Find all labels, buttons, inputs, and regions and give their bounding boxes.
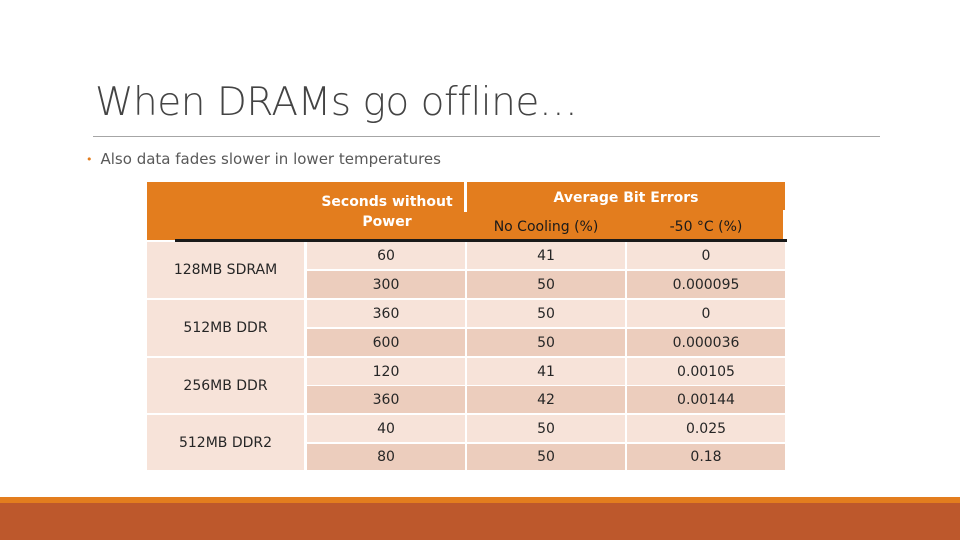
cell-cooled: 0 xyxy=(627,242,785,269)
cell-seconds: 40 xyxy=(307,415,465,442)
cell-cooled: 0.18 xyxy=(627,444,785,470)
cell-cooled: 0.000095 xyxy=(627,271,785,298)
cell-no-cooling: 50 xyxy=(467,415,625,442)
cell-no-cooling: 50 xyxy=(467,271,625,298)
footer-accent-strip xyxy=(0,497,960,503)
dram-table: Seconds without Power Average Bit Errors… xyxy=(147,182,787,470)
footer-bar xyxy=(0,503,960,540)
slide-title: When DRAMs go offline… xyxy=(95,80,578,125)
title-divider xyxy=(93,136,880,137)
cell-no-cooling: 41 xyxy=(467,242,625,269)
group-label: 256MB DDR xyxy=(147,358,304,413)
header-divider xyxy=(464,182,467,212)
cell-no-cooling: 42 xyxy=(467,386,625,413)
cell-cooled: 0 xyxy=(627,300,785,327)
bullet-text: Also data fades slower in lower temperat… xyxy=(100,150,441,168)
cell-no-cooling: 41 xyxy=(467,358,625,385)
cell-seconds: 80 xyxy=(307,444,465,470)
bullet-icon: • xyxy=(86,152,93,166)
group-label: 512MB DDR2 xyxy=(147,415,304,470)
cell-seconds: 360 xyxy=(307,386,465,413)
cell-seconds: 120 xyxy=(307,358,465,385)
cell-seconds: 60 xyxy=(307,242,465,269)
header-no-cooling: No Cooling (%) xyxy=(493,219,599,235)
cell-cooled: 0.00105 xyxy=(627,358,785,385)
header-cooled: -50 °C (%) xyxy=(669,219,743,235)
cell-cooled: 0.025 xyxy=(627,415,785,442)
header-average-bit-errors: Average Bit Errors xyxy=(553,190,699,206)
cell-no-cooling: 50 xyxy=(467,300,625,327)
cell-no-cooling: 50 xyxy=(467,444,625,470)
cell-cooled: 0.00144 xyxy=(627,386,785,413)
header-seconds: Seconds without Power xyxy=(321,194,453,230)
bullet-item: • Also data fades slower in lower temper… xyxy=(86,150,441,168)
group-label: 512MB DDR xyxy=(147,300,304,356)
header-rule xyxy=(175,239,787,242)
group-label: 128MB SDRAM xyxy=(147,242,304,298)
cell-no-cooling: 50 xyxy=(467,329,625,356)
cell-cooled: 0.000036 xyxy=(627,329,785,356)
header-notch xyxy=(783,210,787,240)
cell-seconds: 600 xyxy=(307,329,465,356)
cell-seconds: 300 xyxy=(307,271,465,298)
cell-seconds: 360 xyxy=(307,300,465,327)
